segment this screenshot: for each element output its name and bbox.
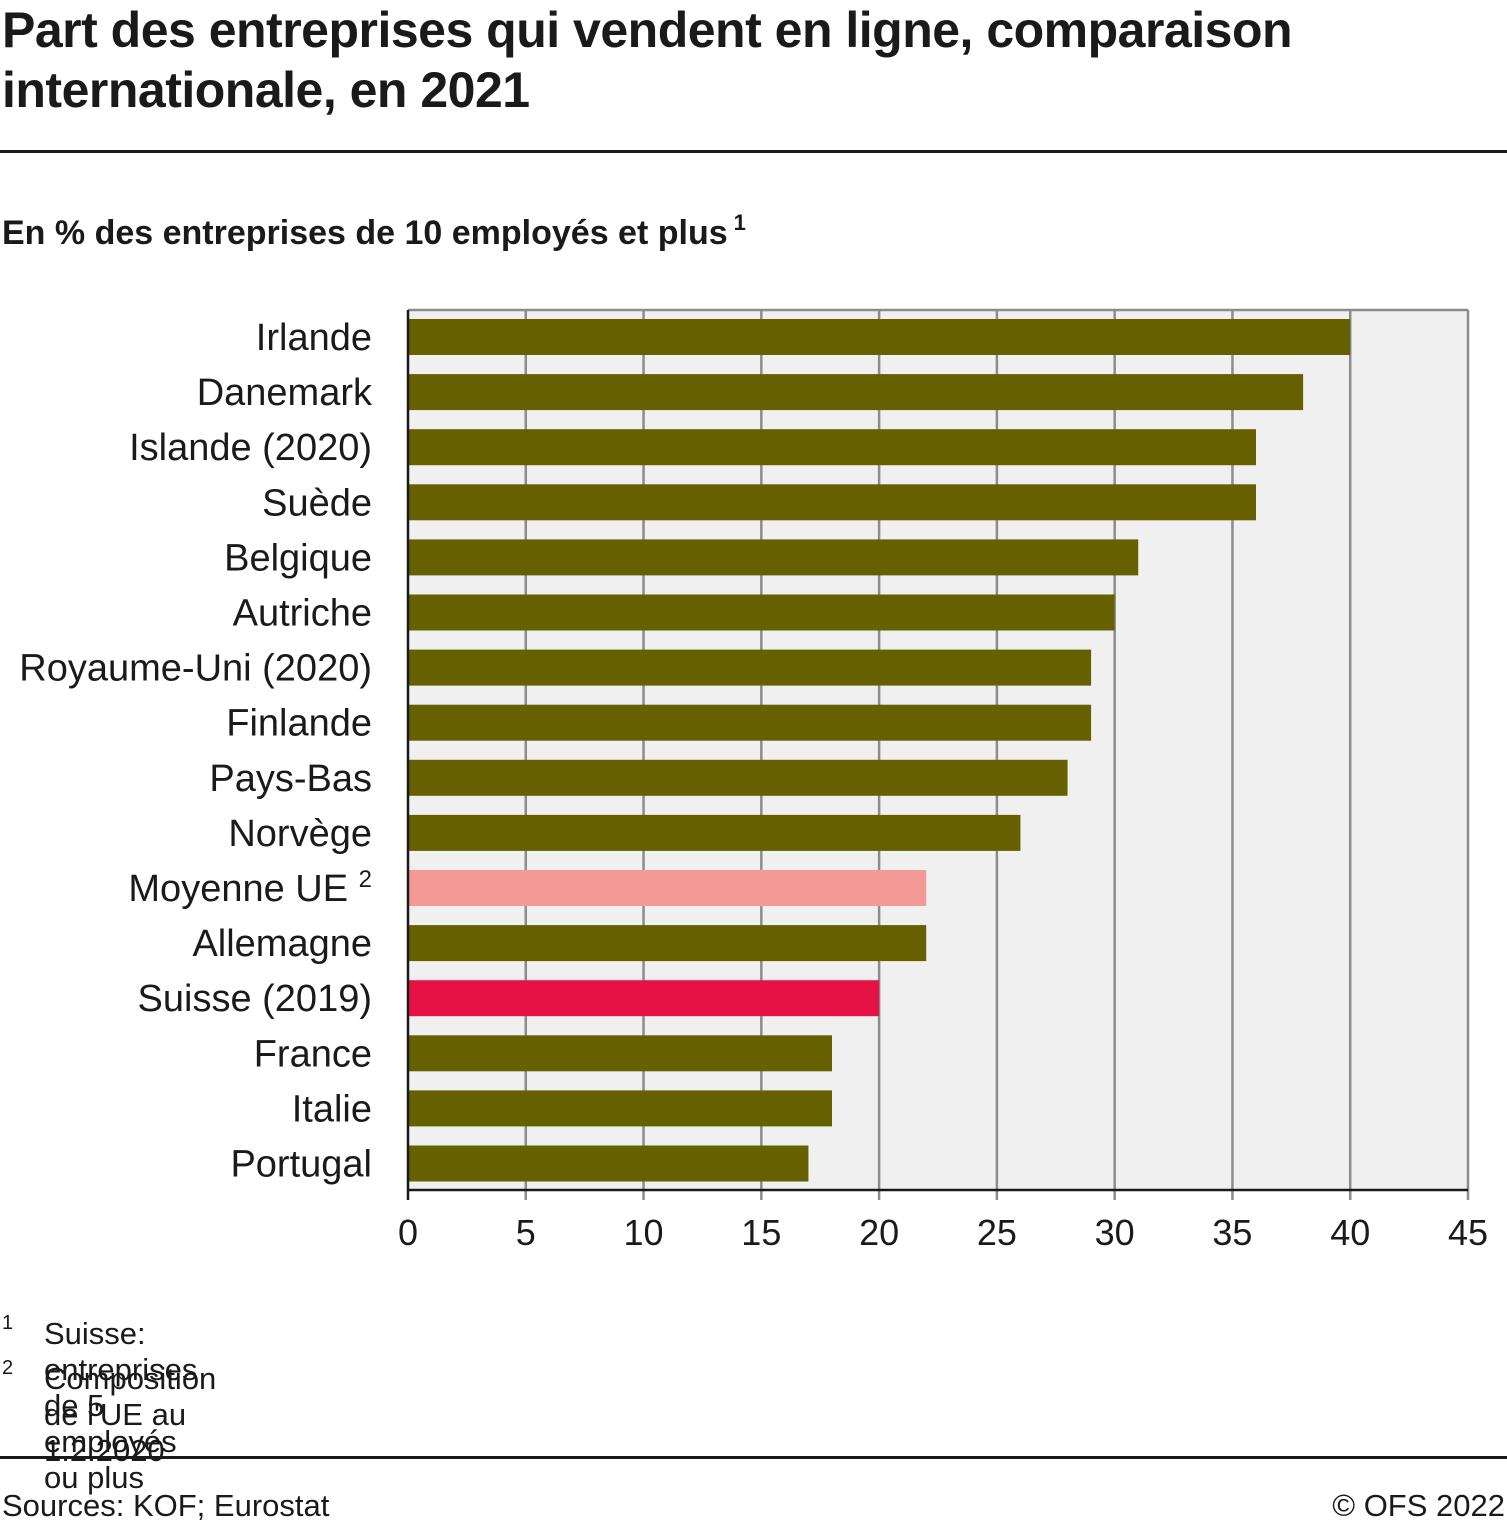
category-label: Belgique bbox=[224, 537, 372, 579]
bar bbox=[408, 925, 927, 962]
x-tick-label: 0 bbox=[398, 1212, 418, 1253]
category-labels: Irlande Danemark Islande (2020) Suède Belgiq… bbox=[19, 317, 373, 1186]
category-label: Moyenne UE 2 bbox=[128, 866, 372, 910]
x-tick-label: 30 bbox=[1095, 1212, 1135, 1253]
footnote-text: Composition de l'UE au 1.2.2020 bbox=[44, 1361, 217, 1468]
bar bbox=[408, 484, 1256, 521]
category-label: Suisse (2019) bbox=[138, 978, 372, 1020]
chart-subtitle: En % des entreprises de 10 employés et p… bbox=[2, 210, 746, 253]
bar bbox=[408, 870, 927, 906]
category-label: Autriche bbox=[233, 593, 372, 635]
title-rule bbox=[0, 150, 1507, 153]
x-tick-label: 20 bbox=[859, 1212, 899, 1253]
bar bbox=[408, 1145, 809, 1182]
category-label: Royaume-Uni (2020) bbox=[19, 648, 372, 690]
bar bbox=[408, 1090, 832, 1127]
x-axis: 0 5 10 15 20 25 30 35 40 45 bbox=[398, 310, 1488, 1253]
category-label: Italie bbox=[292, 1088, 372, 1130]
bar bbox=[408, 1035, 832, 1072]
chart-title: Part des entreprises qui vendent en lign… bbox=[2, 2, 1293, 118]
category-label: Suède bbox=[262, 482, 372, 524]
bar bbox=[408, 429, 1256, 466]
footnote-number: 2 bbox=[2, 1357, 14, 1379]
subtitle-text: En % des entreprises de 10 employés et p… bbox=[2, 214, 728, 252]
bar bbox=[408, 649, 1092, 686]
category-label: Allemagne bbox=[192, 923, 372, 965]
x-tick-label: 10 bbox=[624, 1212, 664, 1253]
bar bbox=[408, 594, 1115, 631]
copyright: © OFS 2022 bbox=[1332, 1488, 1505, 1523]
footnote-number: 1 bbox=[2, 1312, 14, 1334]
x-tick-label: 15 bbox=[741, 1212, 781, 1253]
x-tick-label: 40 bbox=[1330, 1212, 1370, 1253]
category-label: Islande (2020) bbox=[129, 427, 372, 469]
bar bbox=[408, 980, 880, 1017]
bar bbox=[408, 814, 1021, 851]
bars bbox=[408, 319, 1351, 1182]
bar bbox=[408, 374, 1304, 411]
bar bbox=[408, 759, 1068, 796]
source-note: Sources: KOF; Eurostat bbox=[2, 1488, 330, 1523]
x-tick-label: 45 bbox=[1448, 1212, 1488, 1253]
category-label: Norvège bbox=[228, 813, 372, 855]
bar bbox=[408, 539, 1139, 576]
category-label: Danemark bbox=[197, 372, 373, 414]
category-label: France bbox=[254, 1033, 372, 1075]
bar-chart: Irlande Danemark Islande (2020) Suède Belgiq… bbox=[19, 308, 1488, 1253]
footnote-text: Suisse: entreprises de 5 employés ou plu… bbox=[44, 1316, 198, 1495]
category-label: Portugal bbox=[230, 1144, 372, 1186]
bar bbox=[408, 319, 1351, 355]
footer-rule bbox=[0, 1456, 1507, 1459]
category-label: Pays-Bas bbox=[209, 758, 372, 800]
category-label: Irlande bbox=[256, 317, 372, 359]
x-tick-label: 25 bbox=[977, 1212, 1017, 1253]
x-tick-label: 5 bbox=[516, 1212, 536, 1253]
bar bbox=[408, 704, 1092, 741]
x-tick-label: 35 bbox=[1212, 1212, 1252, 1253]
category-label: Finlande bbox=[226, 703, 372, 745]
subtitle-note: 1 bbox=[733, 210, 746, 235]
